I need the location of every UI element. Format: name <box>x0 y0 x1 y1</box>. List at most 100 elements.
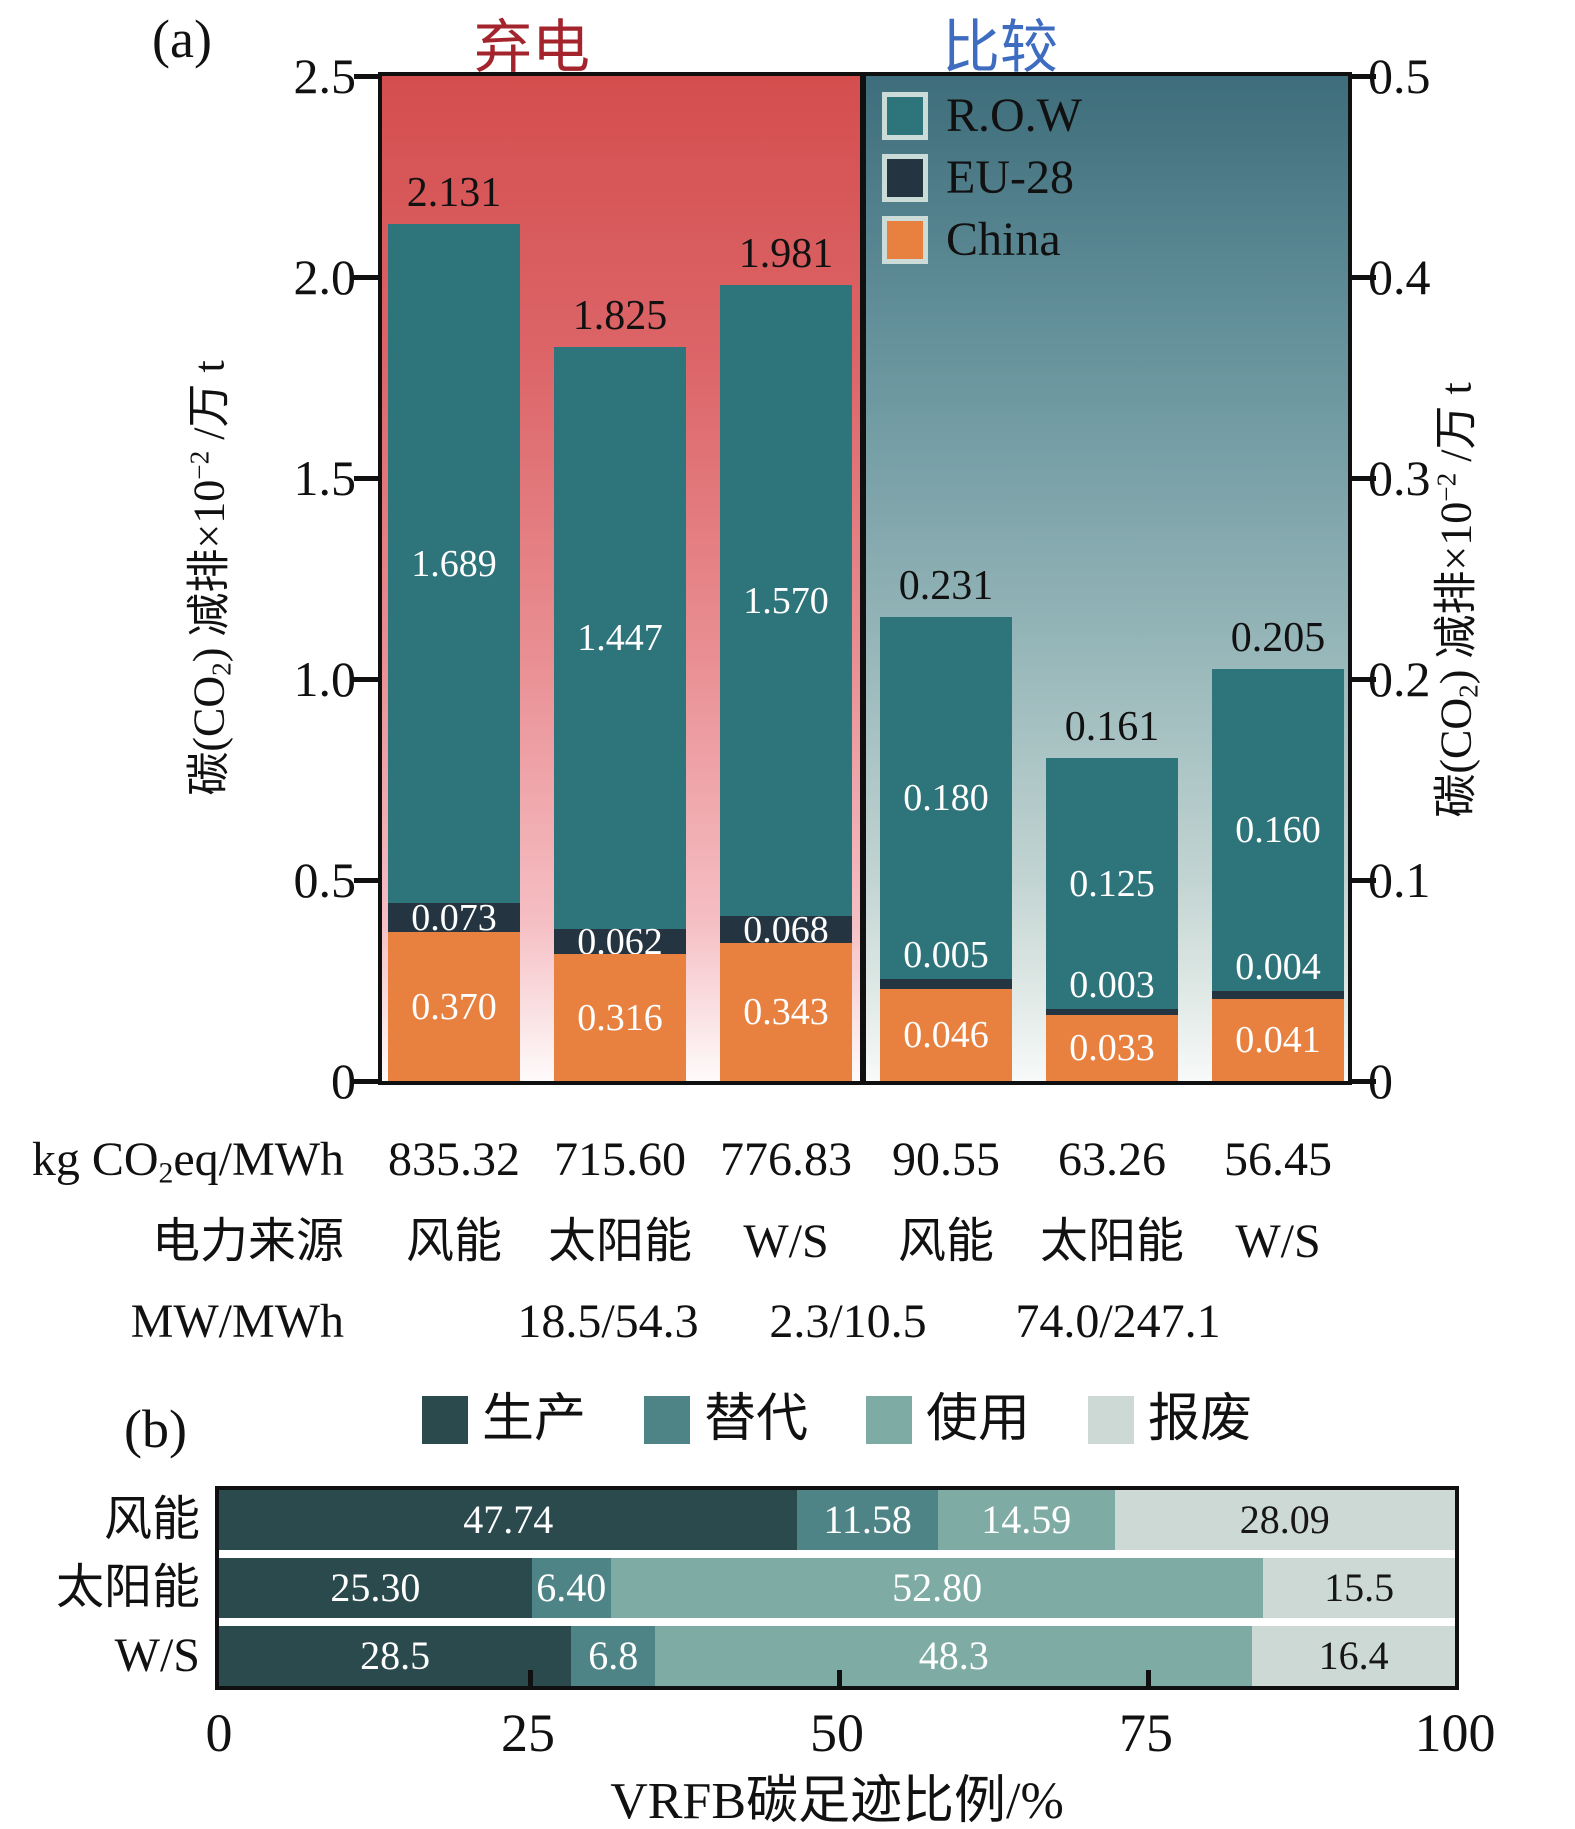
bar-total-label: 0.205 <box>1230 615 1326 661</box>
b-row-label-W/S: W/S <box>114 1629 200 1682</box>
b-x-tick: 100 <box>1414 1703 1496 1763</box>
eu-swatch <box>882 154 928 202</box>
axis-tick-mark <box>354 1079 378 1084</box>
legend-b: 生产 替代 使用 报废 <box>215 1394 1459 1446</box>
panel-a-plot: R.O.W EU-28 China 2.131 1.689 0.073 0.370 1.… <box>378 72 1352 1085</box>
production-swatch <box>421 1396 468 1444</box>
axis-tick-mark <box>1352 74 1376 79</box>
bar-segment-value: 0.041 <box>1235 1019 1321 1061</box>
right-y-axis-label: 碳(CO2) 减排×10−2 /万 t <box>1431 382 1484 818</box>
bar-segment-value: 0.046 <box>903 1014 989 1056</box>
hbar-segment-value: 6.8 <box>588 1633 639 1678</box>
table-value: W/S <box>743 1215 829 1268</box>
hbar-segment-value: 11.58 <box>823 1497 912 1542</box>
hbar-row-W/S: 28.5 6.8 48.3 16.4 <box>219 1626 1455 1686</box>
b-x-tick: 0 <box>205 1703 233 1763</box>
legend-item-eu: EU-28 <box>882 154 1082 202</box>
hbar-segment-value: 28.09 <box>1239 1497 1330 1542</box>
table-row3-header: MW/MWh <box>130 1295 344 1348</box>
axis-tick-mark <box>354 275 378 280</box>
panel-b-label: (b) <box>124 1399 187 1459</box>
table-row1-header: kg CO2eq/MWh <box>31 1133 344 1190</box>
b-row-label-风能: 风能 <box>103 1493 200 1546</box>
bar-segment-EU-28: 0.005 <box>880 936 1012 989</box>
bar-segment-R.O.W: 0.160 <box>1212 669 1344 991</box>
legend-item-use: 使用 <box>866 1394 1030 1446</box>
legend: R.O.W EU-28 China <box>882 92 1082 264</box>
bar-segment-EU-28: 0.073 <box>388 899 520 937</box>
b-x-axis-label: VRFB碳足迹比例/% <box>610 1773 1064 1829</box>
left-axis-tick: 1.5 <box>293 450 357 506</box>
bar-segment-value: 0.343 <box>743 991 829 1033</box>
hbar-segment-报废: 28.09 <box>1114 1490 1455 1550</box>
bar-segment-value: 1.689 <box>411 542 497 585</box>
hbar-segment-value: 47.74 <box>463 1497 554 1542</box>
axis-tick-mark <box>354 677 378 682</box>
b-inner-tick-mark <box>528 1670 533 1686</box>
hbar-segment-生产: 28.5 <box>219 1626 572 1686</box>
hbar-segment-替代: 6.40 <box>531 1558 611 1618</box>
hbar-segment-替代: 11.58 <box>797 1490 938 1550</box>
bar-segment-value: 0.160 <box>1235 809 1321 851</box>
panel-a-label: (a) <box>152 9 212 69</box>
china-swatch <box>882 216 928 264</box>
hbar-segment-使用: 48.3 <box>655 1626 1253 1686</box>
hbar-segment-替代: 6.8 <box>571 1626 656 1686</box>
right-axis-tick: 0.5 <box>1368 48 1431 104</box>
bar-segment-value: 0.068 <box>743 908 829 951</box>
table-value: 2.3/10.5 <box>769 1295 927 1348</box>
b-row-label-太阳能: 太阳能 <box>55 1561 200 1614</box>
legend-label: China <box>946 213 1061 266</box>
stacked-bar-弃电-风能: 2.131 1.689 0.073 0.370 <box>388 172 520 1081</box>
bar-segment-value: 0.073 <box>411 896 497 939</box>
bar-segment-value: 1.447 <box>577 617 663 659</box>
axis-tick-mark <box>354 74 378 79</box>
bar-segment-China: 0.316 <box>554 954 686 1081</box>
stacked-bar-弃电-W/S: 1.981 1.570 0.068 0.343 <box>720 233 852 1081</box>
axis-tick-mark <box>1352 1079 1376 1084</box>
bar-total-label: 1.981 <box>738 231 834 277</box>
panel-b-plot: 47.74 11.58 14.59 28.09 25.30 6.40 52.80 15.5 28… <box>215 1486 1459 1690</box>
left-axis-tick: 0 <box>331 1053 356 1109</box>
bar-segment-EU-28: 0.003 <box>1046 966 1178 1015</box>
legend-label: R.O.W <box>946 89 1082 142</box>
table-value: 太阳能 <box>547 1215 692 1268</box>
legend-item-scrap: 报废 <box>1088 1394 1252 1446</box>
hbar-segment-使用: 14.59 <box>937 1490 1115 1550</box>
hbar-segment-value: 48.3 <box>918 1633 989 1678</box>
bar-segment-value: 0.125 <box>1069 862 1155 905</box>
bar-segment-China: 0.370 <box>388 932 520 1081</box>
bar-segment-China: 0.343 <box>720 943 852 1081</box>
bar-segment-value: 0.180 <box>903 777 989 819</box>
table-value: 90.55 <box>892 1133 1000 1186</box>
legend-item-production: 生产 <box>421 1394 586 1446</box>
b-x-tick: 25 <box>501 1703 555 1763</box>
bar-segment-China: 0.046 <box>880 989 1012 1081</box>
stacked-bar-比较-太阳能: 0.161 0.125 0.003 0.033 <box>1046 706 1178 1081</box>
hbar-segment-报废: 16.4 <box>1252 1626 1455 1686</box>
hbar-row-风能: 47.74 11.58 14.59 28.09 <box>219 1490 1455 1550</box>
row-swatch <box>882 92 928 140</box>
axis-tick-mark <box>354 878 378 883</box>
panel-a-title-right: 比较 <box>941 15 1059 80</box>
axis-tick-mark <box>1352 878 1376 883</box>
bar-segment-China: 0.033 <box>1046 1015 1178 1081</box>
table-value: 63.26 <box>1058 1133 1166 1186</box>
b-x-tick: 50 <box>810 1703 864 1763</box>
table-value: 56.45 <box>1224 1133 1332 1186</box>
table-value: 风能 <box>405 1215 502 1268</box>
b-x-tick: 75 <box>1119 1703 1173 1763</box>
bar-segment-value: 0.033 <box>1069 1027 1155 1069</box>
hbar-segment-使用: 52.80 <box>610 1558 1264 1618</box>
bar-total-label: 1.825 <box>572 293 668 339</box>
axis-tick-mark <box>354 476 378 481</box>
legend-item-china: China <box>882 216 1082 264</box>
bar-total-label: 2.131 <box>406 170 502 216</box>
bar-segment-value: 0.316 <box>577 996 663 1039</box>
bar-segment-value: 0.370 <box>411 985 497 1028</box>
scrap-swatch <box>1088 1396 1135 1444</box>
hbar-segment-value: 15.5 <box>1324 1565 1395 1610</box>
right-axis-tick: 0.3 <box>1368 450 1431 506</box>
legend-item-substitution: 替代 <box>643 1394 808 1446</box>
